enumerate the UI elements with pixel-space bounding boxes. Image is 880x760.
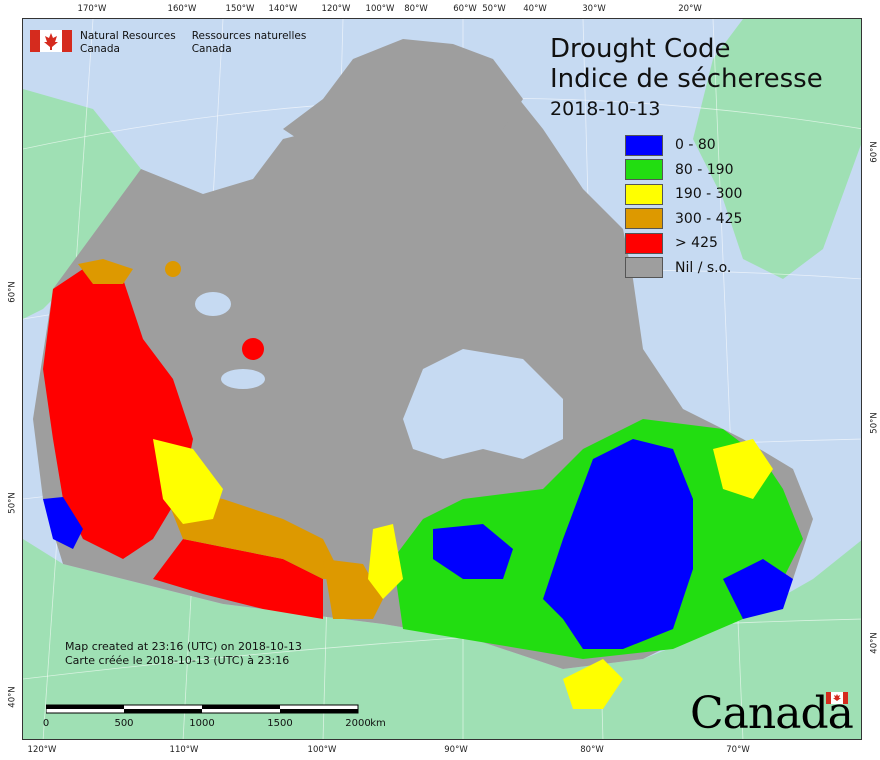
legend-label: > 425 (675, 235, 718, 252)
legend-swatch (625, 183, 663, 205)
graticule-label: 80°W (404, 4, 428, 14)
map-title-block: Drought Code Indice de sécheresse 2018-1… (550, 34, 823, 120)
graticule-label: 140°W (268, 4, 298, 14)
legend-item: 80 - 190 (625, 158, 742, 183)
map-credits: Map created at 23:16 (UTC) on 2018-10-13… (65, 640, 302, 668)
nrcan-name-en: Natural Resources Canada (80, 30, 176, 56)
graticule-label: 50°W (482, 4, 506, 14)
legend-label: 0 - 80 (675, 137, 716, 154)
scale-unit: km (370, 718, 386, 729)
graticule-label: 60°W (453, 4, 477, 14)
graticule-label: 70°W (726, 745, 750, 755)
nrcan-fr-line2: Canada (191, 43, 232, 55)
legend: 0 - 80 80 - 190 190 - 300 300 - 425 > 425 Nil… (625, 133, 742, 280)
graticule-label: 40°W (523, 4, 547, 14)
blue-region-quebec (543, 439, 693, 649)
legend-label: 80 - 190 (675, 161, 734, 178)
credit-line-fr: Carte créée le 2018-10-13 (UTC) à 23:16 (65, 654, 290, 667)
graticule-label: 60°N (869, 141, 880, 163)
yellow-region-manitoba (368, 524, 403, 599)
graticule-label: 120°W (27, 745, 57, 755)
graticule-label: 40°N (869, 632, 880, 654)
legend-item: 300 - 425 (625, 207, 742, 232)
orange-region-prairie (323, 559, 383, 619)
great-slave-lake (221, 369, 265, 389)
bc-red-region (43, 269, 193, 559)
nrcan-fr-line1: Ressources naturelles (191, 30, 307, 42)
scale-bar (46, 704, 359, 714)
graticule-label: 170°W (77, 4, 107, 14)
map-svg (23, 19, 861, 739)
legend-swatch (625, 232, 663, 254)
graticule-label: 50°N (7, 492, 18, 514)
legend-swatch (625, 257, 663, 279)
graticule-label: 20°W (678, 4, 702, 14)
greenland-land (693, 19, 861, 279)
nrcan-name-fr: Ressources naturelles Canada (192, 30, 307, 56)
legend-item: 190 - 300 (625, 182, 742, 207)
canada-flag-icon (30, 30, 72, 52)
scale-label: 500 (114, 718, 134, 729)
blue-region-west-coast (43, 497, 83, 549)
alberta-red-region (153, 539, 323, 619)
graticule-label: 50°N (869, 412, 880, 434)
scale-label: 2000 (345, 718, 371, 729)
legend-item: > 425 (625, 231, 742, 256)
yellow-region-ontario-south (563, 659, 623, 709)
blue-region-maritimes (723, 559, 793, 619)
scale-label: 0 (42, 718, 50, 729)
hudson-bay (403, 349, 563, 459)
orange-region-yukon (78, 259, 133, 284)
graticule-label: 110°W (169, 745, 199, 755)
orange-spot-yukon (165, 261, 181, 277)
legend-swatch (625, 159, 663, 181)
scale-label: 1500 (267, 718, 293, 729)
yellow-region-labrador (713, 439, 773, 499)
graticule-label: 60°N (7, 281, 18, 303)
graticule-label: 80°W (580, 745, 604, 755)
wordmark-flag-icon (826, 692, 848, 704)
graticule-label: 150°W (225, 4, 255, 14)
nrcan-signature: Natural Resources Canada Ressources natu… (30, 30, 306, 56)
legend-label: 190 - 300 (675, 186, 743, 203)
yellow-region-west (153, 439, 223, 524)
graticule-label: 30°W (582, 4, 606, 14)
legend-item: Nil / s.o. (625, 256, 742, 281)
title-en: Drought Code (550, 34, 731, 64)
red-spot-nwt (242, 338, 264, 360)
blue-region-ontario (433, 524, 513, 579)
legend-label: Nil / s.o. (675, 259, 732, 276)
title-fr: Indice de sécheresse (550, 64, 823, 94)
legend-swatch (625, 208, 663, 230)
arctic-islands (283, 39, 523, 169)
title-date: 2018-10-13 (550, 98, 661, 120)
nrcan-en-line2: Canada (80, 43, 120, 55)
legend-item: 0 - 80 (625, 133, 742, 158)
scale-label: 1000 (189, 718, 215, 729)
credit-line-en: Map created at 23:16 (UTC) on 2018-10-13 (65, 640, 302, 653)
legend-label: 300 - 425 (675, 210, 743, 227)
map-canvas[interactable] (22, 18, 862, 740)
graticule-label: 90°W (444, 745, 468, 755)
graticule-label: 160°W (167, 4, 197, 14)
alaska-land (23, 89, 141, 319)
graticule-label: 100°W (365, 4, 395, 14)
graticule-label: 40°N (7, 686, 18, 708)
graticule-label: 120°W (321, 4, 351, 14)
nrcan-en-line1: Natural Resources (80, 30, 176, 42)
great-bear-lake (195, 292, 231, 316)
legend-swatch (625, 134, 663, 156)
graticule-label: 100°W (307, 745, 337, 755)
